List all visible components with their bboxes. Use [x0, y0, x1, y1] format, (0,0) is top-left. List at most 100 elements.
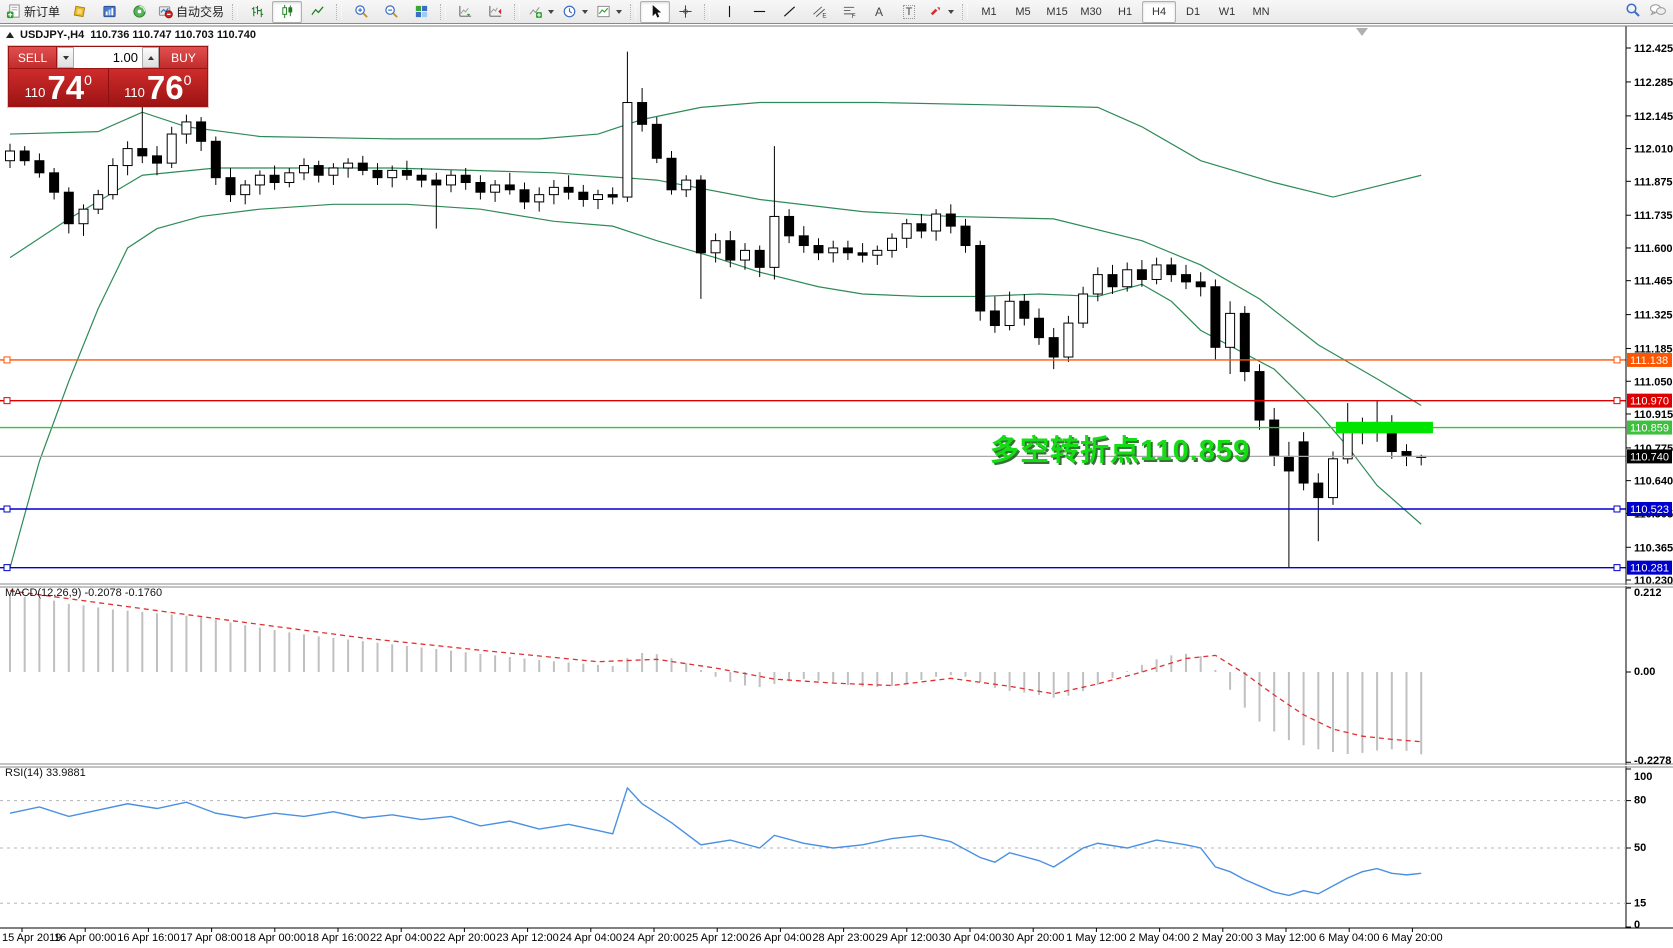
- indicators-button[interactable]: [524, 1, 558, 23]
- highlight-zone: [1335, 421, 1433, 434]
- buy-price[interactable]: 110 76 0: [108, 69, 207, 106]
- svg-text:23 Apr 12:00: 23 Apr 12:00: [496, 932, 558, 944]
- autotrading-button[interactable]: 自动交易: [154, 1, 228, 23]
- tf-H1[interactable]: H1: [1118, 5, 1133, 18]
- toolbar-separator: [962, 3, 969, 20]
- svg-text:22 Apr 04:00: 22 Apr 04:00: [370, 932, 432, 944]
- text-tool-button[interactable]: A: [864, 1, 894, 23]
- sell-button[interactable]: SELL: [9, 47, 56, 68]
- autotrading-icon: [158, 6, 173, 19]
- svg-text:110.640: 110.640: [1634, 476, 1673, 488]
- svg-text:E: E: [822, 13, 826, 19]
- svg-text:15: 15: [1634, 897, 1646, 909]
- symbol-header: USDJPY-,H4 110.736 110.747 110.703 110.7…: [6, 29, 256, 41]
- one-click-trading-panel: SELL BUY 110 74 0 110 76 0: [8, 46, 208, 107]
- svg-text:110.740: 110.740: [1630, 451, 1669, 463]
- search-icon[interactable]: [1625, 2, 1641, 18]
- collapse-panel-icon[interactable]: [6, 32, 14, 38]
- zoom-in-button[interactable]: [346, 1, 376, 23]
- navigator-button[interactable]: [124, 1, 154, 23]
- svg-text:111.465: 111.465: [1634, 276, 1673, 288]
- tf-M15[interactable]: M15: [1046, 5, 1068, 18]
- macd-panel: 0.212 0.00 -0.2278: [9, 587, 1671, 767]
- chat-icon[interactable]: [1649, 2, 1667, 18]
- periods-dropdown-icon[interactable]: [582, 9, 589, 14]
- svg-text:6 May 20:00: 6 May 20:00: [1382, 932, 1443, 944]
- new-order-button[interactable]: 新订单: [2, 1, 64, 23]
- horizontal-line-tool-button[interactable]: [744, 1, 774, 23]
- trendline-tool-button[interactable]: [774, 1, 804, 23]
- tf-M1[interactable]: M1: [981, 5, 997, 18]
- svg-text:110.281: 110.281: [1630, 563, 1669, 575]
- cursor-tool-button[interactable]: [640, 0, 671, 23]
- tf-M30[interactable]: M30: [1080, 5, 1102, 18]
- svg-text:50: 50: [1634, 842, 1646, 854]
- indicators-icon: [529, 6, 542, 18]
- volume-up-button[interactable]: [142, 47, 159, 68]
- text-label-tool-button[interactable]: T: [894, 1, 924, 23]
- svg-text:28 Apr 23:00: 28 Apr 23:00: [812, 932, 874, 944]
- tf-M5[interactable]: M5: [1015, 5, 1031, 18]
- volume-down-button[interactable]: [57, 47, 74, 68]
- svg-text:111.325: 111.325: [1634, 310, 1673, 322]
- svg-text:111.185: 111.185: [1634, 344, 1673, 356]
- profile-button[interactable]: [64, 1, 94, 23]
- tf-D1[interactable]: D1: [1186, 5, 1201, 18]
- cursor-icon: [652, 4, 661, 18]
- svg-text:112.145: 112.145: [1634, 111, 1673, 123]
- svg-text:18 Apr 00:00: 18 Apr 00:00: [244, 932, 306, 944]
- bar-chart-button[interactable]: [242, 1, 272, 23]
- line-chart-icon: [310, 6, 324, 16]
- text-tool-icon: A: [875, 4, 884, 19]
- buy-price-big: 76: [146, 69, 184, 106]
- tf-W1[interactable]: W1: [1218, 5, 1236, 18]
- vertical-line-tool-button[interactable]: [714, 1, 744, 23]
- chart-shift-marker[interactable]: [1356, 28, 1368, 36]
- svg-text:110.523: 110.523: [1630, 504, 1669, 516]
- indicators-dropdown-icon[interactable]: [548, 9, 555, 14]
- svg-text:24 Apr 04:00: 24 Apr 04:00: [560, 932, 622, 944]
- svg-text:111.138: 111.138: [1630, 355, 1668, 367]
- arrows-tool-button[interactable]: [924, 1, 958, 23]
- fibonacci-tool-button[interactable]: F: [834, 1, 864, 23]
- equidistant-channel-tool-button[interactable]: E: [804, 1, 834, 23]
- chart-annotation-text: 多空转折点110.859: [990, 435, 1251, 467]
- buy-button[interactable]: BUY: [160, 47, 207, 68]
- market-watch-button[interactable]: [94, 1, 124, 23]
- rsi-panel: 100 80 50 15 0: [0, 768, 1652, 931]
- arrows-dropdown-icon[interactable]: [948, 9, 955, 14]
- chart-shift-button[interactable]: [480, 1, 510, 23]
- bar-chart-icon: [251, 5, 263, 18]
- svg-text:3 May 12:00: 3 May 12:00: [1256, 932, 1317, 944]
- svg-text:18 Apr 16:00: 18 Apr 16:00: [307, 932, 369, 944]
- zoom-out-button[interactable]: [376, 1, 406, 23]
- templates-dropdown-icon[interactable]: [616, 9, 623, 14]
- toolbar: 新订单 自动交易: [0, 0, 1673, 24]
- templates-icon: [597, 5, 610, 18]
- auto-scroll-button[interactable]: [450, 1, 480, 23]
- periods-button[interactable]: [558, 1, 592, 23]
- sell-price-big: 74: [47, 69, 85, 106]
- svg-text:111.735: 111.735: [1634, 210, 1673, 222]
- svg-text:15 Apr 2019: 15 Apr 2019: [2, 932, 61, 944]
- sell-price[interactable]: 110 74 0: [9, 69, 109, 106]
- autotrading-label: 自动交易: [176, 5, 225, 19]
- tile-windows-button[interactable]: [406, 1, 436, 23]
- svg-text:22 Apr 20:00: 22 Apr 20:00: [433, 932, 495, 944]
- svg-text:F: F: [851, 13, 855, 19]
- line-chart-button[interactable]: [302, 1, 332, 23]
- volume-input[interactable]: [74, 47, 142, 68]
- candlestick-chart-button[interactable]: [272, 0, 303, 23]
- toolbar-separator: [440, 3, 447, 20]
- crosshair-tool-button[interactable]: [670, 1, 700, 23]
- zoom-out-icon: [384, 5, 398, 18]
- symbol-name: USDJPY-,H4: [20, 29, 85, 41]
- svg-text:112.285: 112.285: [1634, 77, 1673, 89]
- tf-MN[interactable]: MN: [1252, 5, 1270, 18]
- sell-price-pip: 0: [84, 72, 92, 88]
- templates-button[interactable]: [592, 1, 626, 23]
- clock-icon: [563, 5, 576, 18]
- tf-H4[interactable]: H4: [1142, 0, 1177, 23]
